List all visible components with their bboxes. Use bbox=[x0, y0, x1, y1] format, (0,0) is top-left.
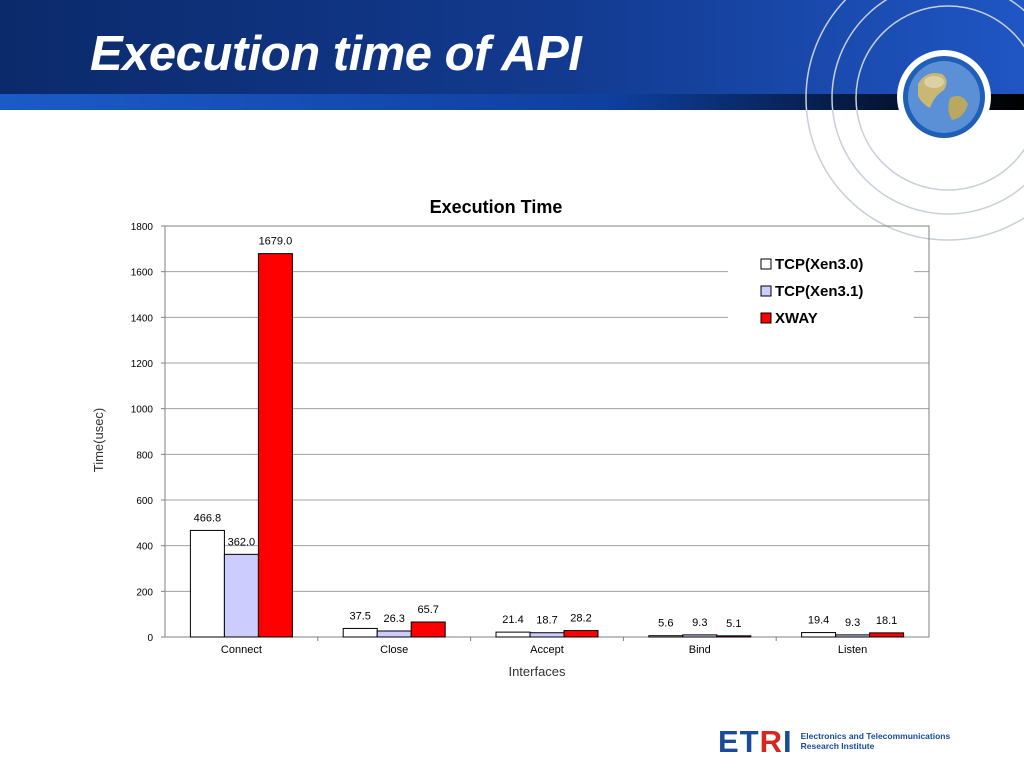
y-tick-label: 600 bbox=[136, 496, 153, 507]
bar-connect-0 bbox=[189, 529, 225, 638]
bar-listen-0 bbox=[801, 632, 837, 638]
data-label: 19.4 bbox=[808, 615, 829, 627]
y-tick-label: 1200 bbox=[131, 359, 154, 370]
x-tick-label: Bind bbox=[689, 644, 711, 656]
data-label: 466.8 bbox=[194, 512, 222, 524]
bar-bind-2 bbox=[716, 635, 752, 638]
bars bbox=[189, 253, 905, 638]
bar-close-1 bbox=[376, 630, 412, 638]
x-tick-label: Close bbox=[380, 644, 408, 656]
bar-close-2 bbox=[410, 621, 446, 638]
data-label: 9.3 bbox=[692, 617, 707, 629]
data-label: 5.1 bbox=[726, 618, 741, 630]
data-label: 362.0 bbox=[228, 536, 256, 548]
x-axis-ticks: Connect Close Accept Bind Listen bbox=[221, 637, 867, 656]
legend-swatch-tcp-xen31 bbox=[760, 285, 772, 297]
y-axis-ticks: 0 200 400 600 800 1000 1200 1400 1600 1800 bbox=[131, 222, 165, 644]
x-axis-label: Interfaces bbox=[508, 664, 566, 679]
legend-swatch-tcp-xen30 bbox=[760, 258, 772, 270]
etri-name: Electronics and Telecommunications Resea… bbox=[800, 731, 951, 751]
legend-swatch-xway bbox=[760, 312, 772, 324]
y-axis-label: Time(usec) bbox=[91, 408, 106, 473]
globe-icon bbox=[897, 50, 991, 144]
legend-label-xway: XWAY bbox=[775, 310, 818, 327]
bar-connect-1 bbox=[223, 553, 259, 638]
bar-accept-1 bbox=[529, 632, 565, 638]
slide-header: Execution time of API bbox=[0, 0, 1024, 110]
chart-title: Execution Time bbox=[430, 197, 563, 217]
y-tick-label: 1400 bbox=[131, 313, 154, 324]
y-tick-label: 1800 bbox=[131, 222, 154, 233]
data-label: 1679.0 bbox=[259, 236, 293, 248]
bar-listen-1 bbox=[835, 634, 871, 638]
decorative-arcs bbox=[805, 0, 1024, 241]
bar-listen-2 bbox=[869, 632, 905, 638]
bar-close-0 bbox=[342, 627, 378, 638]
y-tick-label: 800 bbox=[136, 450, 153, 461]
data-labels: 466.8 362.0 1679.0 37.5 26.3 65.7 21.4 18.7 28.2… bbox=[194, 236, 898, 630]
x-tick-label: Listen bbox=[838, 644, 867, 656]
data-label: 28.2 bbox=[570, 613, 591, 625]
header-background bbox=[0, 0, 1024, 110]
bar-accept-0 bbox=[495, 631, 531, 638]
slide-title: Execution time of API bbox=[90, 27, 582, 81]
y-tick-label: 1000 bbox=[131, 405, 154, 416]
data-label: 65.7 bbox=[417, 604, 438, 616]
x-tick-label: Connect bbox=[221, 644, 262, 656]
y-tick-label: 0 bbox=[147, 633, 153, 644]
data-label: 5.6 bbox=[658, 618, 673, 630]
bar-bind-0 bbox=[648, 635, 684, 638]
data-label: 21.4 bbox=[502, 614, 523, 626]
data-label: 9.3 bbox=[845, 617, 860, 629]
y-tick-label: 200 bbox=[136, 587, 153, 598]
y-tick-label: 400 bbox=[136, 542, 153, 553]
bar-bind-1 bbox=[682, 634, 718, 638]
data-label: 18.1 bbox=[876, 615, 897, 627]
y-tick-label: 1600 bbox=[131, 268, 154, 279]
data-label: 18.7 bbox=[536, 615, 557, 627]
legend: TCP(Xen3.0) TCP(Xen3.1) XWAY bbox=[728, 249, 914, 329]
etri-logo: ETRI Electronics and Telecommunications … bbox=[718, 723, 951, 759]
bar-accept-2 bbox=[563, 630, 599, 638]
etri-wordmark: ETRI bbox=[718, 723, 793, 759]
legend-label-tcp-xen31: TCP(Xen3.1) bbox=[775, 283, 863, 300]
bar-connect-2 bbox=[257, 253, 293, 638]
x-tick-label: Accept bbox=[530, 644, 564, 656]
legend-label-tcp-xen30: TCP(Xen3.0) bbox=[775, 256, 863, 273]
data-label: 26.3 bbox=[383, 613, 404, 625]
data-label: 37.5 bbox=[349, 610, 370, 622]
